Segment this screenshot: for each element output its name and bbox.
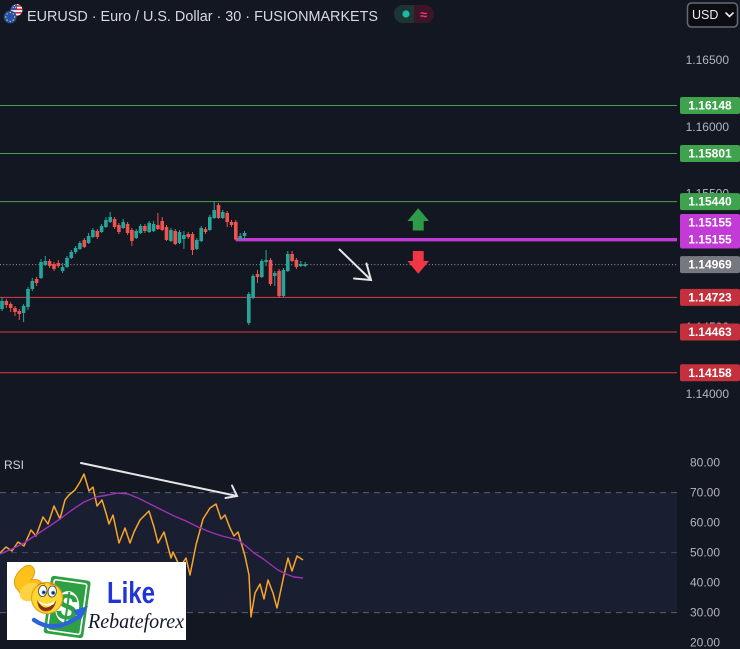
svg-text:1.15155: 1.15155 [688,233,732,247]
svg-text:1.15440: 1.15440 [688,195,732,209]
svg-text:1.15155: 1.15155 [688,216,732,230]
svg-text:USD: USD [692,8,718,22]
svg-text:60.00: 60.00 [690,516,720,530]
svg-text:1.15801: 1.15801 [688,147,732,161]
svg-text:30.00: 30.00 [690,606,720,620]
svg-text:1.14158: 1.14158 [688,366,732,380]
svg-text:1.16500: 1.16500 [686,53,730,67]
svg-text:Like: Like [107,575,155,610]
svg-text:1.16148: 1.16148 [688,99,732,113]
svg-text:1.14463: 1.14463 [688,325,732,339]
svg-text:40.00: 40.00 [690,576,720,590]
svg-text:1.16000: 1.16000 [686,120,730,134]
svg-text:70.00: 70.00 [690,486,720,500]
svg-text:≈: ≈ [420,7,427,22]
svg-text:80.00: 80.00 [690,456,720,470]
svg-text:50.00: 50.00 [690,546,720,560]
svg-text:20.00: 20.00 [690,636,720,649]
svg-text:1.14723: 1.14723 [688,290,732,304]
svg-text:RSI: RSI [4,458,24,472]
svg-text:EURUSD · Euro / U.S. Dollar ·: EURUSD · Euro / U.S. Dollar · 30 · FUSIO… [27,9,378,25]
svg-text:1.14000: 1.14000 [686,387,730,401]
svg-text:1.14969: 1.14969 [688,258,732,272]
svg-text:Rebateforex: Rebateforex [87,609,185,633]
